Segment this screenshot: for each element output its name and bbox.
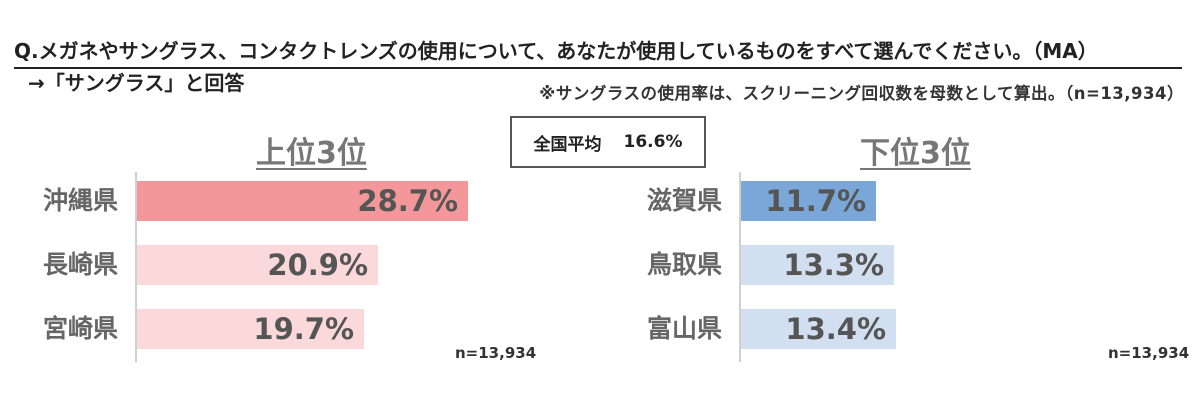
- bottom3-value-label: 11.7%: [765, 184, 866, 218]
- top3-value-label: 19.7%: [253, 312, 354, 346]
- top3-bar: [137, 245, 378, 285]
- top3-bar: [137, 181, 468, 221]
- bottom3-bar: [741, 309, 896, 349]
- top3-category-label: 沖縄県: [42, 186, 118, 215]
- national-average-label: 全国平均: [533, 134, 602, 155]
- national-average-value: 16.6%: [623, 132, 683, 152]
- top3-value-label: 28.7%: [357, 184, 458, 218]
- bottom3-bar: [741, 181, 876, 221]
- bottom3-category-label: 滋賀県: [646, 186, 722, 215]
- top3-value-label: 20.9%: [267, 248, 368, 282]
- bottom3-bar: [741, 245, 894, 285]
- top3-bar: [137, 309, 364, 349]
- bottom3-value-label: 13.4%: [785, 312, 886, 346]
- bottom3-axis-line: [739, 172, 741, 362]
- bottom3-n-label: n=13,934: [1108, 344, 1190, 362]
- bottom3-category-label: 富山県: [646, 314, 722, 343]
- top3-n-label: n=13,934: [455, 344, 537, 362]
- bottom3-category-label: 鳥取県: [646, 250, 722, 279]
- question-text: Q.メガネやサングラス、コンタクトレンズの使用について、あなたが使用しているもの…: [14, 38, 1182, 69]
- top3-title: 上位3位: [256, 136, 367, 171]
- answer-text: →「サングラス」と回答: [28, 71, 245, 95]
- national-average-box: 全国平均 16.6%: [510, 116, 706, 168]
- top3-category-label: 長崎県: [42, 250, 118, 279]
- bottom3-value-label: 13.3%: [783, 248, 884, 282]
- top3-category-label: 宮崎県: [42, 314, 118, 343]
- bottom3-title: 下位3位: [860, 136, 971, 171]
- sample-note: ※サングラスの使用率は、スクリーニング回収数を母数として算出。（n=13,934…: [539, 84, 1184, 103]
- top3-axis-line: [135, 172, 137, 362]
